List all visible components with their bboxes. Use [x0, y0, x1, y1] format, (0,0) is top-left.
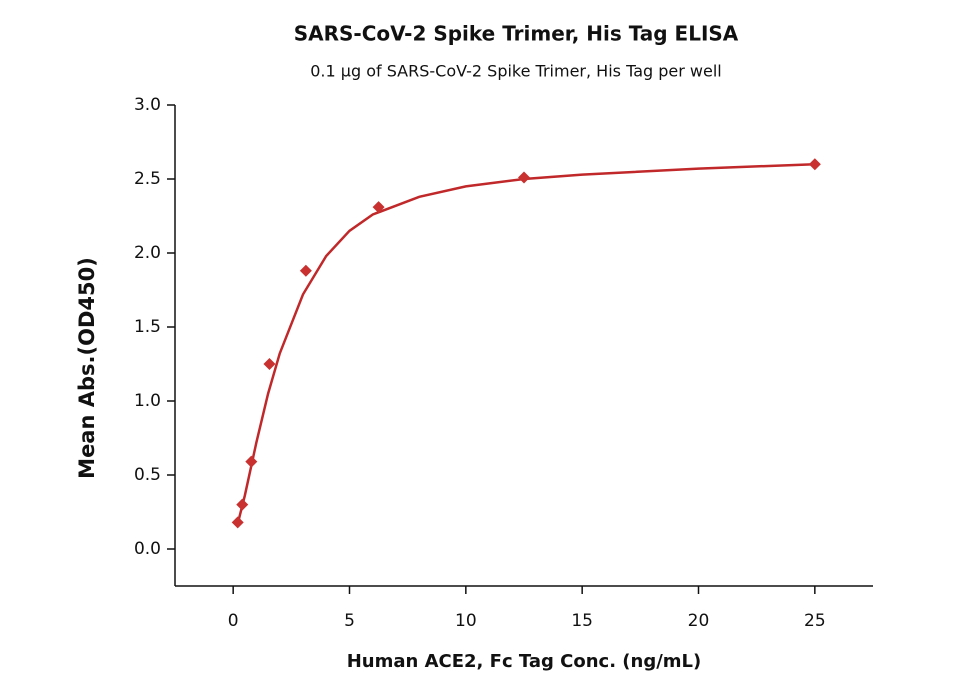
- data-point: [808, 158, 821, 171]
- x-tick-label: 25: [804, 611, 826, 631]
- x-tick-label: 10: [455, 611, 477, 631]
- y-tick-label: 1.0: [134, 391, 161, 411]
- x-tick-label: 0: [228, 611, 239, 631]
- x-tick-label: 5: [344, 611, 355, 631]
- data-point: [245, 455, 258, 468]
- data-point: [372, 201, 385, 214]
- data-point: [263, 358, 276, 370]
- y-tick-label: 3.0: [134, 95, 161, 115]
- chart-title: SARS-CoV-2 Spike Trimer, His Tag ELISA: [294, 22, 739, 46]
- y-tick-label: 0.5: [134, 465, 161, 485]
- y-tick-label: 0.0: [134, 539, 161, 559]
- data-point: [236, 498, 249, 511]
- chart-subtitle: 0.1 μg of SARS-CoV-2 Spike Trimer, His T…: [310, 62, 721, 81]
- y-axis-label: Mean Abs.(OD450): [75, 257, 99, 479]
- fit-curve: [236, 162, 815, 525]
- x-tick-label: 20: [688, 611, 710, 631]
- x-axis-label: Human ACE2, Fc Tag Conc. (ng/mL): [347, 651, 702, 672]
- y-tick-label: 2.5: [134, 169, 161, 189]
- data-point: [231, 516, 244, 529]
- y-tick-label: 1.5: [134, 317, 161, 337]
- data-point: [518, 171, 530, 184]
- data-point: [299, 264, 312, 277]
- x-tick-label: 15: [571, 611, 593, 631]
- y-tick-label: 2.0: [134, 243, 161, 263]
